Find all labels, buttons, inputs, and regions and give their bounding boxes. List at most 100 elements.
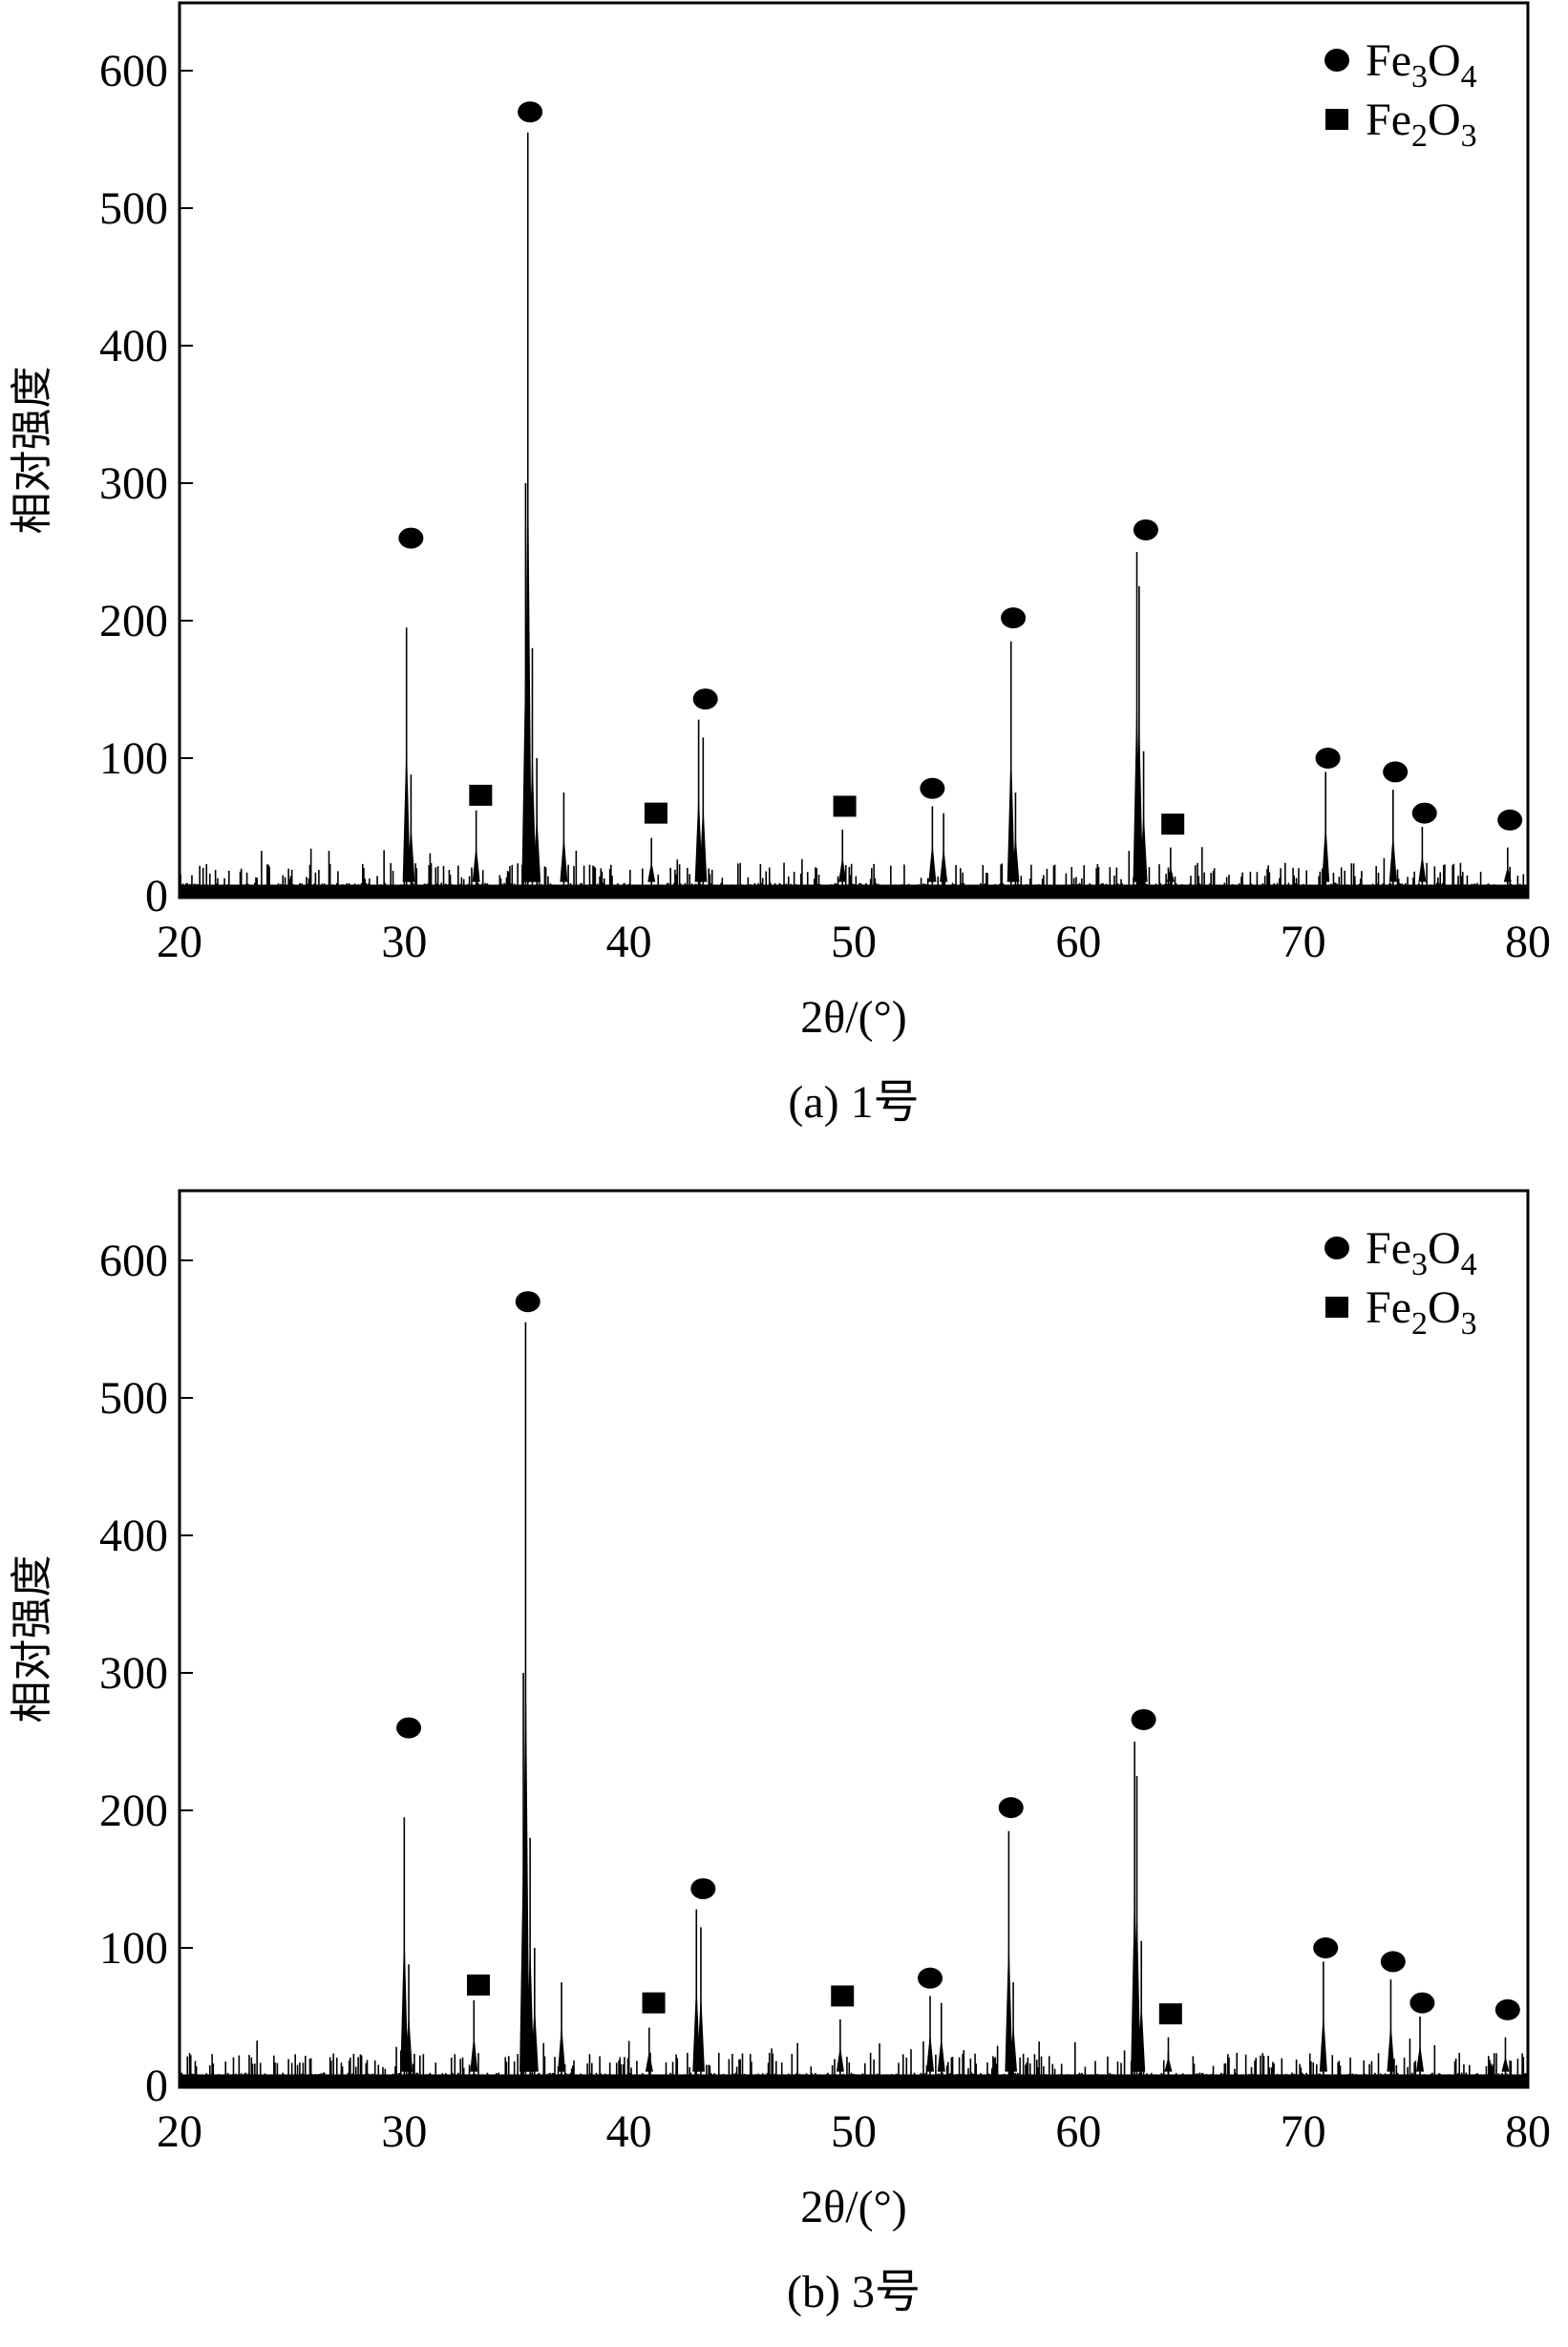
marker-fe3o4	[1380, 1951, 1406, 1973]
marker-fe3o4	[515, 1291, 540, 1313]
peak-body	[1164, 2056, 1173, 2072]
peak-body	[407, 822, 415, 882]
marker-fe3o4	[1313, 1937, 1339, 1958]
peak-body	[1011, 834, 1020, 882]
peak-body	[530, 2002, 539, 2072]
peak-body	[647, 860, 656, 882]
marker-fe2o3	[1158, 2003, 1182, 2025]
peak-body	[400, 1924, 409, 2072]
y-tick-label: 0	[145, 2061, 168, 2111]
y-tick-label: 200	[99, 596, 168, 646]
marker-fe3o4	[690, 1878, 716, 1900]
legend-item-circle: Fe3O4	[1324, 1223, 1477, 1282]
x-tick-label: 40	[606, 2106, 652, 2157]
x-tick-label: 40	[606, 917, 652, 967]
peak-body	[558, 2023, 566, 2072]
marker-fe2o3	[644, 802, 667, 824]
peak-body	[523, 437, 532, 882]
marker-fe3o4	[920, 777, 945, 799]
peak-body	[526, 1936, 535, 2072]
x-tick-label: 60	[1055, 917, 1101, 967]
peak-body	[645, 2050, 653, 2072]
legend-label-part: 4	[1461, 59, 1477, 95]
legend-label-part: 2	[1411, 118, 1428, 154]
peak-body	[1005, 1933, 1013, 2072]
x-tick-label: 80	[1505, 2106, 1551, 2157]
x-tick-label: 50	[831, 917, 877, 967]
marker-fe2o3	[642, 1992, 666, 2014]
marker-fe3o4	[1001, 607, 1027, 629]
peak-body	[1006, 743, 1015, 882]
peaks	[402, 132, 1512, 898]
panel-caption: (a) 1号	[788, 1077, 919, 1128]
y-tick-label: 600	[99, 46, 168, 96]
legend-square-icon	[1325, 109, 1348, 130]
marker-fe2o3	[1161, 814, 1185, 835]
legend-square-icon	[1325, 1297, 1348, 1318]
marker-fe3o4	[998, 1797, 1024, 1819]
legend-label-part: Fe	[1366, 35, 1411, 86]
marker-fe3o4	[1409, 1992, 1435, 2014]
peak-body	[402, 734, 411, 882]
y-tick-label: 400	[99, 1511, 168, 1561]
peak-body	[836, 2045, 844, 2072]
y-axis-label: 相对强度	[9, 1555, 55, 1723]
marker-fe3o4	[1494, 1998, 1520, 2020]
legend-label-part: 3	[1461, 118, 1477, 154]
x-tick-label: 30	[381, 917, 427, 967]
peak-body	[1166, 866, 1175, 882]
peak-body	[696, 1990, 705, 2072]
legend-label: Fe2O3	[1366, 95, 1477, 154]
legend-label: Fe2O3	[1366, 1282, 1477, 1342]
peak-body	[1133, 1899, 1141, 2072]
marker-fe2o3	[466, 1974, 490, 1996]
x-tick-label: 70	[1281, 917, 1326, 967]
peak-body	[405, 2012, 413, 2072]
peak-body	[1134, 709, 1143, 882]
peak-body	[470, 2034, 478, 2072]
peak-body	[528, 747, 537, 882]
x-tick-label: 70	[1281, 2106, 1326, 2157]
peak-body	[1009, 2023, 1018, 2072]
legend-label-part: Fe	[1366, 1223, 1411, 1274]
marker-fe2o3	[831, 1985, 855, 2007]
peak-body	[937, 2036, 945, 2072]
marker-fe3o4	[518, 101, 543, 123]
peak-body	[1418, 854, 1427, 882]
peak-body	[1501, 2056, 1510, 2072]
legend-item-square: Fe2O3	[1325, 1282, 1477, 1342]
panel-caption: (b) 3号	[787, 2267, 921, 2317]
chart-panel-b: 20 30 40 50 60 70 80 0 100 200 300 400 500 600 2θ/(°) 相…	[9, 1189, 1551, 2317]
peak-body	[928, 841, 937, 882]
peak-body	[838, 856, 847, 882]
peak-body	[521, 1627, 530, 2072]
x-axis-label: 2θ/(°)	[800, 992, 907, 1043]
legend-label-part: 2	[1411, 1306, 1428, 1342]
legend-label-part: 4	[1461, 1247, 1477, 1282]
peak-body	[926, 2031, 935, 2072]
x-tick-label: 80	[1505, 917, 1551, 967]
peak-body	[1139, 809, 1148, 882]
legend-label-part: O	[1428, 95, 1461, 145]
peak-body	[1322, 821, 1330, 882]
peak-body	[1503, 866, 1512, 882]
peak-body	[560, 834, 568, 882]
marker-fe3o4	[396, 1717, 422, 1739]
marker-fe3o4	[1315, 748, 1341, 769]
legend-label: Fe3O4	[1366, 35, 1477, 95]
y-tick-label: 400	[99, 321, 168, 371]
peak-body	[1137, 1998, 1146, 2072]
peak-body	[940, 846, 948, 882]
peak-body	[699, 800, 708, 882]
legend-label-part: Fe	[1366, 1282, 1411, 1333]
y-tick-label: 500	[99, 1373, 168, 1424]
y-tick-label: 100	[99, 733, 168, 784]
marker-fe3o4	[1133, 518, 1158, 540]
legend-label-part: 3	[1411, 59, 1428, 95]
legend-label: Fe3O4	[1366, 1223, 1477, 1282]
legend-item-square: Fe2O3	[1325, 95, 1477, 154]
peak-body	[1319, 2011, 1327, 2072]
peak-body	[472, 844, 480, 882]
peak-body	[1388, 832, 1397, 882]
marker-fe3o4	[918, 1967, 943, 1989]
